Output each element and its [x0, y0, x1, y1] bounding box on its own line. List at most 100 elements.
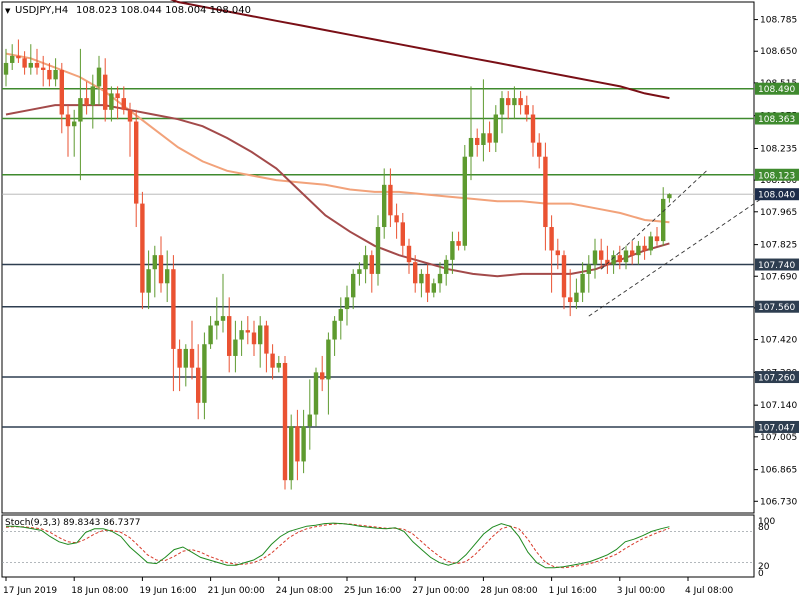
time-tick-label: 4 Jul 08:00 — [685, 586, 734, 596]
candle-body — [561, 255, 567, 298]
candle-body — [363, 255, 368, 270]
candle-body — [282, 362, 288, 481]
candle-body — [493, 114, 498, 143]
candle-body — [357, 269, 362, 274]
level-label: 108.123 — [758, 171, 795, 181]
candle-body — [16, 55, 21, 59]
candle-body — [177, 348, 182, 368]
candle-body — [239, 330, 244, 340]
candle-body — [530, 114, 536, 143]
candle-body — [667, 194, 672, 199]
candle-body — [512, 98, 517, 106]
candle-body — [326, 339, 331, 380]
candle-body — [419, 273, 424, 284]
candle-body — [109, 93, 114, 110]
candle-body — [338, 309, 343, 321]
candle-body — [127, 109, 133, 122]
candle-body — [103, 74, 108, 110]
candle-body — [202, 344, 207, 403]
candle-body — [313, 372, 319, 415]
candle-body — [394, 215, 399, 223]
candle-body — [617, 255, 622, 263]
candle-body — [189, 348, 195, 368]
candle-body — [413, 262, 418, 284]
level-label-bg — [755, 168, 799, 181]
stoch-scale-0: 0 — [758, 569, 764, 579]
candle-body — [121, 98, 126, 110]
level-labels: 108.490 108.363 108.123 107.740 107.560 107.2… — [755, 82, 799, 433]
time-tick-label: 25 Jun 16:00 — [344, 586, 401, 596]
time-tick-label: 21 Jun 00:00 — [208, 586, 265, 596]
candle-body — [344, 297, 350, 310]
candle-body — [227, 316, 232, 356]
price-tick-label: 106.730 — [760, 497, 797, 507]
chart-symbol-label: USDJPY,H4 — [15, 5, 68, 16]
candle-body — [468, 137, 474, 157]
stochastic-indicator — [2, 522, 754, 569]
candle-body — [245, 330, 250, 333]
time-tick-label: 3 Jul 00:00 — [617, 586, 666, 596]
level-label-bg — [755, 82, 799, 95]
candle-body — [140, 203, 145, 293]
candle-body — [72, 121, 77, 127]
level-label-bg — [755, 371, 799, 384]
candle-body — [611, 255, 616, 265]
candle-body — [444, 259, 449, 274]
candle-body — [53, 69, 58, 80]
candle-body — [636, 245, 641, 256]
candle-body — [289, 426, 294, 481]
candle-body — [47, 69, 52, 80]
candle-body — [499, 98, 505, 115]
candle-body — [251, 332, 257, 345]
candle-body — [425, 273, 430, 293]
candle-body — [537, 142, 542, 157]
candle-body — [450, 241, 455, 260]
candle-body — [648, 236, 653, 251]
candle-body — [295, 426, 300, 462]
current-price-label-bg — [755, 188, 799, 201]
candle-body — [171, 269, 176, 349]
level-label-bg — [755, 420, 799, 433]
candle-body — [642, 245, 647, 251]
candle-body — [549, 227, 554, 251]
candles — [3, 39, 672, 490]
candle-body — [661, 198, 666, 242]
candle-body — [165, 269, 170, 284]
stoch-main-line — [6, 522, 670, 569]
price-tick-label: 107.965 — [760, 208, 797, 218]
stoch-scale-80: 80 — [758, 523, 770, 533]
candle-body — [208, 325, 213, 345]
candle-body — [301, 426, 306, 462]
candle-body — [375, 227, 381, 274]
candle-body — [214, 320, 219, 326]
candle-body — [580, 273, 585, 293]
candle-body — [475, 137, 480, 145]
candle-body — [481, 133, 486, 145]
stoch-signal-line — [5, 523, 670, 569]
candle-body — [264, 325, 269, 354]
time-tick-label: 27 Jun 00:00 — [412, 586, 469, 596]
candle-body — [158, 255, 164, 284]
candle-body — [431, 283, 436, 293]
candle-body — [96, 67, 102, 87]
candle-body — [84, 98, 89, 106]
candle-body — [22, 58, 27, 68]
candle-body — [307, 414, 312, 427]
level-label: 107.260 — [758, 374, 795, 384]
channel-lines — [588, 170, 776, 317]
candle-body — [320, 372, 325, 380]
price-tick-label: 106.865 — [760, 466, 797, 476]
candle-body — [3, 62, 9, 75]
candle-body — [34, 62, 40, 68]
time-tick-label: 1 Jul 16:00 — [549, 586, 598, 596]
chart-menu-arrow[interactable]: ▼ — [5, 7, 11, 15]
price-tick-label: 108.650 — [760, 47, 797, 57]
candle-body — [543, 156, 548, 228]
candle-body — [90, 86, 95, 106]
price-tick-label: 107.690 — [760, 272, 797, 282]
ma-slow-line — [169, 0, 670, 100]
chart-ohlc-values: 108.023 108.044 108.004 108.040 — [76, 5, 251, 16]
candle-body — [332, 320, 337, 340]
time-tick-label: 18 Jun 08:00 — [71, 586, 128, 596]
